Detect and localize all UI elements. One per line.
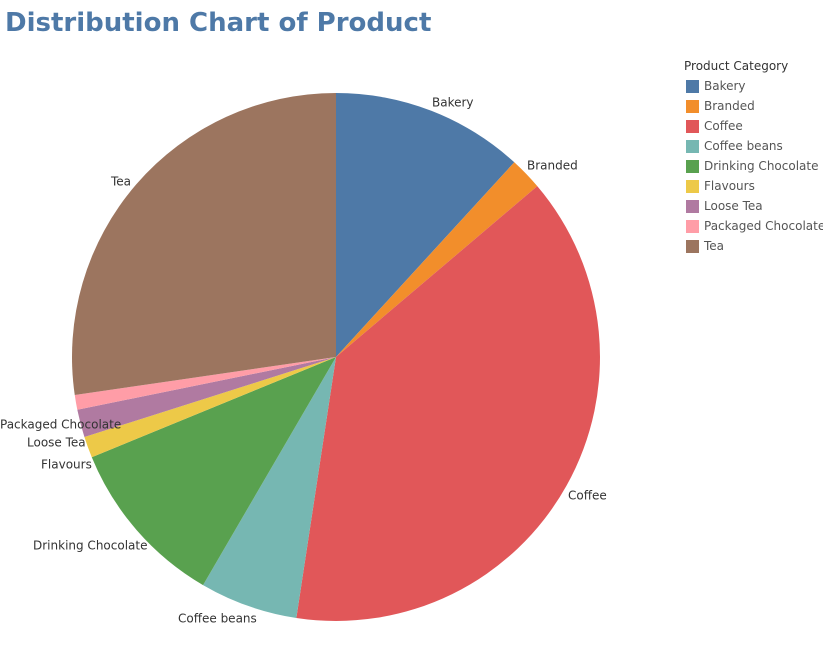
slice-label-loose-tea: Loose Tea <box>27 436 86 450</box>
legend-item-coffee[interactable]: Coffee <box>684 116 820 136</box>
legend-item-tea[interactable]: Tea <box>684 236 820 256</box>
legend-item-packaged-chocolate[interactable]: Packaged Chocolate <box>684 216 823 236</box>
legend: Product Category Bakery Branded Coffee Coff… <box>684 58 823 256</box>
pie-slice-coffee-beans[interactable] <box>203 357 336 618</box>
legend-label: Coffee <box>704 119 743 133</box>
slice-label-coffee-beans: Coffee beans <box>178 612 257 626</box>
legend-label: Packaged Chocolate <box>704 219 823 233</box>
legend-item-loose-tea[interactable]: Loose Tea <box>684 196 820 216</box>
legend-item-drinking-chocolate[interactable]: Drinking Chocolate <box>684 156 820 176</box>
legend-title: Product Category <box>684 59 789 73</box>
pie-slice-tea[interactable] <box>71 93 336 396</box>
legend-item-bakery[interactable]: Bakery <box>684 76 820 96</box>
slice-label-flavours: Flavours <box>41 458 92 472</box>
legend-label: Flavours <box>704 179 755 193</box>
legend-label: Branded <box>704 99 755 113</box>
legend-label: Drinking Chocolate <box>704 159 819 173</box>
legend-label: Tea <box>704 239 725 253</box>
legend-swatch <box>686 79 699 93</box>
legend-swatch <box>686 179 699 193</box>
pie-slice-flavours[interactable] <box>84 357 336 458</box>
legend-swatch <box>686 139 699 153</box>
chart-title: Distribution Chart of Product <box>5 8 432 38</box>
legend-item-flavours[interactable]: Flavours <box>684 176 820 196</box>
legend-swatch <box>686 239 699 253</box>
slice-label-coffee: Coffee <box>568 489 607 503</box>
legend-item-coffee-beans[interactable]: Coffee beans <box>684 136 820 156</box>
pie-slice-coffee[interactable] <box>296 186 600 621</box>
slice-label-tea: Tea <box>110 175 131 189</box>
pie-slice-loose-tea[interactable] <box>77 357 336 437</box>
slice-label-bakery: Bakery <box>432 96 474 110</box>
legend-swatch <box>686 99 699 113</box>
legend-label: Coffee beans <box>704 139 783 153</box>
legend-label: Loose Tea <box>704 199 763 213</box>
legend-items: Bakery Branded Coffee Coffee beans Drinking … <box>684 76 823 256</box>
legend-swatch <box>686 219 699 233</box>
slice-label-branded: Branded <box>527 159 578 173</box>
legend-label: Bakery <box>704 79 746 93</box>
legend-swatch <box>686 119 699 133</box>
legend-swatch <box>686 159 699 173</box>
pie-slice-branded[interactable] <box>336 162 538 357</box>
legend-item-branded[interactable]: Branded <box>684 96 820 116</box>
legend-swatch <box>686 199 699 213</box>
slice-label-drinking-chocolate: Drinking Chocolate <box>33 539 147 553</box>
pie-slice-bakery[interactable] <box>336 93 515 357</box>
pie-slice-packaged-chocolate[interactable] <box>74 357 336 410</box>
slice-label-packaged-chocolate: Packaged Chocolate <box>0 418 121 432</box>
pie-slice-drinking-chocolate[interactable] <box>91 357 336 586</box>
